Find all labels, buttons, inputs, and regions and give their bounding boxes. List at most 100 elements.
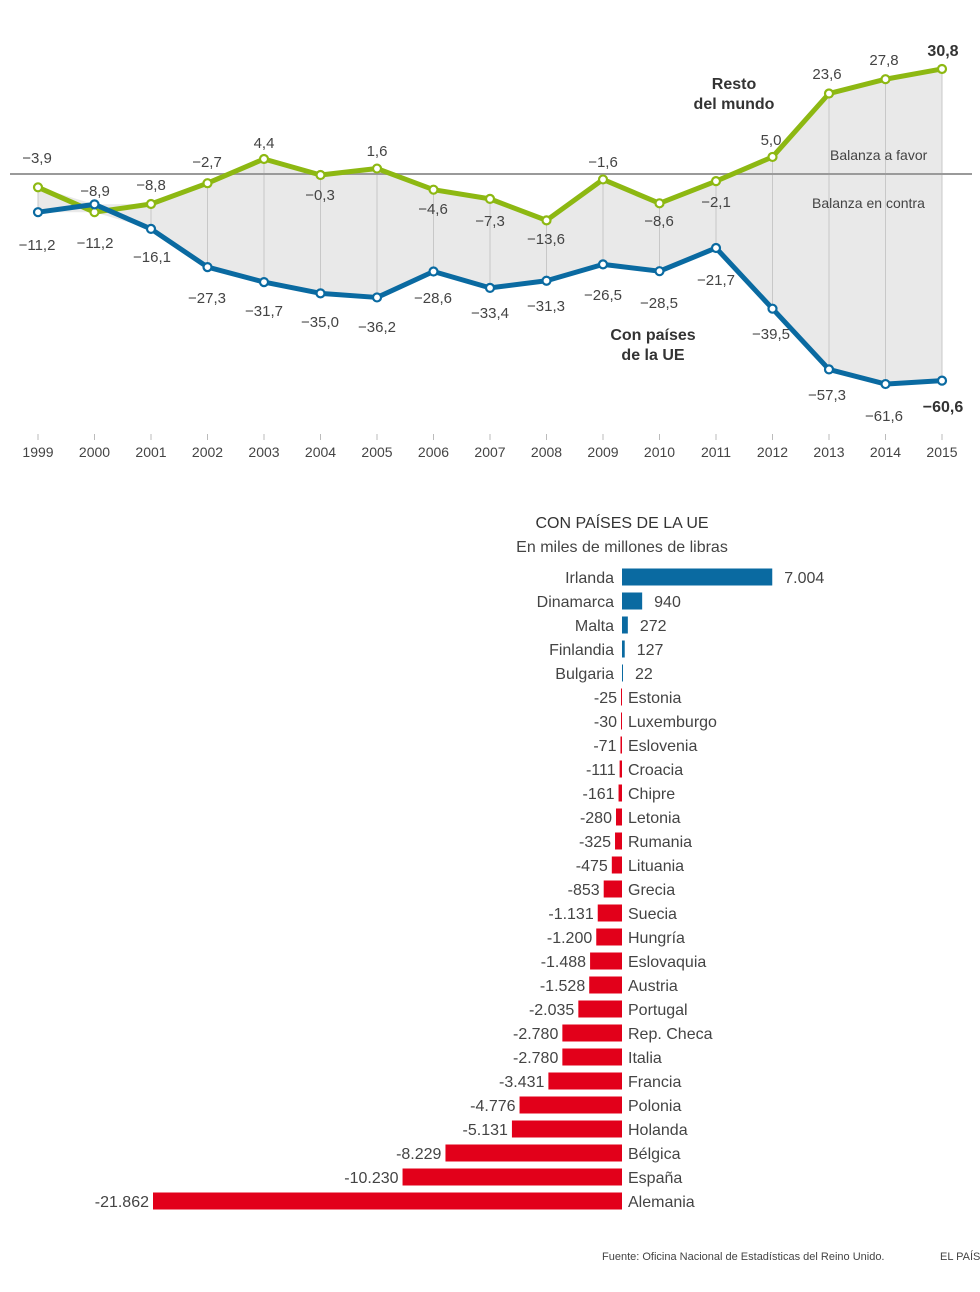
- bar-row: Alemania -21.862: [95, 1192, 695, 1211]
- data-point: [202, 261, 213, 273]
- vertical-gridlines: [37, 68, 943, 385]
- bar-row: Italia -2.780: [513, 1048, 662, 1067]
- data-point: [258, 153, 270, 165]
- bar-category-label: Chipre: [628, 786, 675, 803]
- data-label-resto: −0,3: [305, 187, 335, 204]
- bar-category-label: Luxemburgo: [628, 714, 717, 731]
- bar-category-label: Finlandia: [549, 642, 614, 659]
- bar-row: Estonia -25: [594, 688, 681, 707]
- bar: [622, 592, 643, 610]
- data-point: [654, 266, 665, 277]
- bar-category-label: Dinamarca: [537, 594, 614, 611]
- x-tick-label: 2001: [135, 444, 166, 460]
- bar-category-label: Suecia: [628, 906, 677, 923]
- data-label-resto: 4,4: [254, 135, 275, 152]
- data-label-ue: −31,3: [527, 298, 565, 315]
- data-label-ue: −26,5: [584, 287, 622, 304]
- bar-category-label: Bélgica: [628, 1146, 681, 1163]
- bar: [622, 568, 773, 586]
- data-label-ue: −36,2: [358, 319, 396, 336]
- bar-category-label: Irlanda: [565, 570, 614, 587]
- x-tick-label: 2012: [757, 444, 788, 460]
- bar-value-label: -2.035: [529, 1002, 574, 1019]
- bar: [596, 928, 622, 946]
- bar-category-label: Francia: [628, 1074, 681, 1091]
- data-point: [936, 63, 948, 75]
- data-label-resto: −8,8: [136, 177, 166, 194]
- data-point: [371, 292, 383, 303]
- data-label-ue: −31,7: [245, 303, 283, 320]
- bar-value-label: -2.780: [513, 1050, 558, 1067]
- data-label-ue: −21,7: [697, 272, 735, 289]
- bar-value-label: 7.004: [784, 570, 824, 587]
- bar: [589, 976, 622, 994]
- annotation-balanza-en-contra: Balanza en contra: [812, 195, 925, 211]
- bar: [622, 616, 628, 634]
- x-tick-label: 2004: [305, 444, 336, 460]
- data-label-ue: −16,1: [133, 249, 171, 266]
- bar: [445, 1144, 622, 1162]
- data-point: [32, 207, 44, 218]
- data-label-ue: −35,0: [301, 314, 339, 331]
- bar-row: Finlandia 127: [549, 640, 664, 659]
- bar-row: Luxemburgo -30: [594, 712, 717, 731]
- bar-row: Hungría -1.200: [547, 928, 685, 947]
- bar-row: Irlanda 7.004: [565, 568, 824, 587]
- bar-row: Holanda -5.131: [463, 1120, 688, 1139]
- bar-category-label: Lituania: [628, 858, 684, 875]
- bar-value-label: -280: [580, 810, 612, 827]
- data-label-ue: −11,2: [77, 235, 114, 252]
- bar-row: Malta 272: [575, 616, 667, 635]
- bar-row: Croacia -111: [586, 760, 683, 779]
- bar: [153, 1192, 622, 1210]
- bar-value-label: -2.780: [513, 1026, 558, 1043]
- bar-value-label: -475: [576, 858, 608, 875]
- bar-value-label: 272: [640, 618, 667, 635]
- data-point: [315, 169, 326, 181]
- data-label-resto: −2,1: [701, 194, 731, 211]
- x-tick-label: 2002: [192, 444, 223, 460]
- bar-category-label: España: [628, 1170, 682, 1187]
- data-label-resto: −7,3: [475, 213, 505, 230]
- bar-value-label: -1.131: [548, 906, 593, 923]
- bar: [621, 712, 622, 730]
- data-label-resto: 30,8: [927, 43, 958, 60]
- bar-category-label: Grecia: [628, 882, 675, 899]
- bar-row: Grecia -853: [568, 880, 675, 899]
- data-label-resto: −8,6: [644, 213, 674, 230]
- data-label-resto: −1,6: [588, 154, 618, 171]
- data-label-resto: −2,7: [192, 154, 222, 171]
- bar-category-label: Austria: [628, 978, 678, 995]
- data-point: [541, 215, 552, 226]
- bar-value-label: -4.776: [470, 1098, 515, 1115]
- x-axis: 1999 2000 2001 2002 2003 2004 2005 2006 2007 2008…: [22, 434, 958, 460]
- bar-category-label: Rumania: [628, 834, 692, 851]
- bar-row: Portugal -2.035: [529, 1000, 688, 1019]
- bar: [590, 952, 622, 970]
- data-point: [597, 259, 609, 270]
- data-label-ue: −61,6: [865, 408, 903, 425]
- data-point: [32, 182, 44, 193]
- bar-category-label: Eslovaquia: [628, 954, 706, 971]
- source-note: Fuente: Oficina Nacional de Estadísticas…: [602, 1251, 885, 1263]
- x-tick-label: 2011: [701, 444, 731, 460]
- data-point: [936, 375, 948, 386]
- bar-value-label: -21.862: [95, 1194, 149, 1211]
- bar-category-label: Letonia: [628, 810, 681, 827]
- bar-value-label: -1.488: [541, 954, 586, 971]
- bar: [603, 880, 622, 898]
- bar-row: Letonia -280: [580, 808, 681, 827]
- bar: [548, 1072, 622, 1090]
- data-label-resto: 27,8: [869, 52, 898, 69]
- bar-category-label: Estonia: [628, 690, 681, 707]
- series-name-resto-line1: Resto: [712, 76, 757, 93]
- x-tick-label: 2003: [248, 444, 279, 460]
- data-point: [258, 276, 270, 288]
- bar-row: Bélgica -8.229: [396, 1144, 681, 1163]
- x-tick-label: 2014: [870, 444, 901, 460]
- bar: [578, 1000, 622, 1018]
- bar-row: Polonia -4.776: [470, 1096, 681, 1115]
- bar-value-label: -71: [593, 738, 616, 755]
- bar-category-label: Eslovenia: [628, 738, 697, 755]
- bar-chart: CON PAÍSES DE LA UE En miles de millones…: [95, 513, 825, 1211]
